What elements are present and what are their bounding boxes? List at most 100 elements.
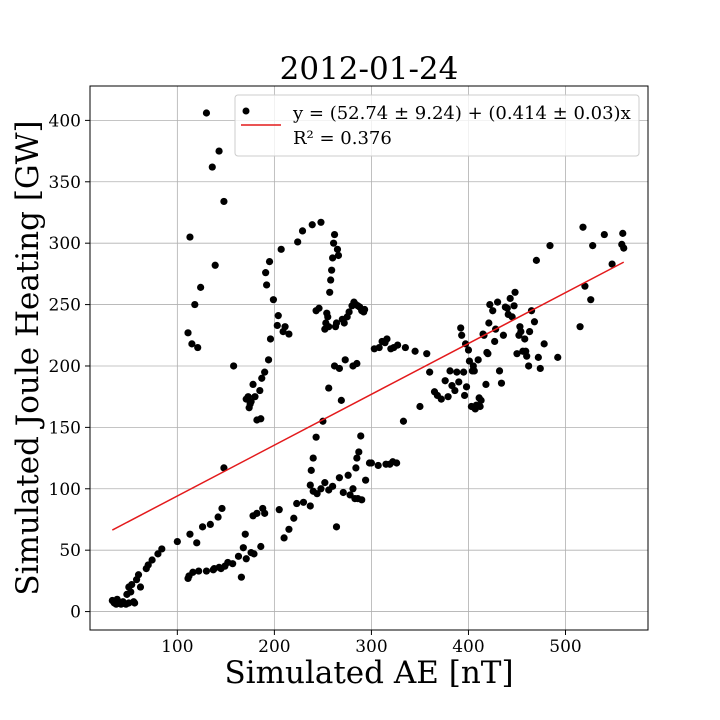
data-point bbox=[510, 302, 518, 310]
y-axis-ticks: 0 50 100 150 200 250 300 350 400 bbox=[49, 111, 90, 623]
data-point bbox=[491, 337, 499, 346]
data-point bbox=[426, 368, 434, 376]
legend-r2-label: R² = 0.376 bbox=[293, 128, 392, 149]
data-point bbox=[335, 474, 344, 482]
x-tick-label: 200 bbox=[258, 637, 290, 657]
data-point bbox=[294, 238, 302, 246]
data-point bbox=[275, 506, 283, 514]
data-point bbox=[375, 343, 383, 352]
data-point bbox=[256, 386, 264, 395]
data-point bbox=[523, 352, 531, 360]
data-point bbox=[306, 481, 314, 489]
data-point bbox=[353, 454, 361, 462]
data-point bbox=[341, 356, 349, 364]
data-point bbox=[345, 308, 353, 316]
data-point bbox=[202, 567, 211, 575]
data-point bbox=[332, 523, 341, 531]
data-point bbox=[362, 476, 370, 484]
data-point bbox=[250, 550, 258, 558]
data-point bbox=[239, 544, 247, 552]
data-point bbox=[317, 218, 325, 226]
data-point bbox=[229, 560, 237, 568]
data-point bbox=[211, 261, 219, 269]
data-point bbox=[307, 466, 315, 474]
x-tick-label: 500 bbox=[549, 637, 581, 657]
plot-area-frame bbox=[89, 85, 649, 631]
data-point bbox=[251, 393, 259, 401]
data-point bbox=[608, 260, 616, 268]
data-point bbox=[262, 269, 270, 277]
data-point bbox=[600, 230, 608, 239]
data-point bbox=[476, 402, 484, 411]
data-point bbox=[455, 378, 463, 386]
y-tick-label: 50 bbox=[59, 541, 81, 561]
data-point bbox=[460, 391, 469, 400]
data-point bbox=[340, 319, 348, 327]
data-point bbox=[214, 513, 222, 521]
fit-line bbox=[111, 261, 625, 531]
y-tick-label: 0 bbox=[70, 603, 81, 623]
data-point bbox=[337, 396, 345, 404]
data-point bbox=[195, 567, 203, 575]
data-point bbox=[127, 588, 135, 596]
data-point bbox=[220, 197, 228, 206]
data-points bbox=[108, 109, 628, 608]
data-point bbox=[328, 266, 336, 274]
data-point bbox=[154, 550, 162, 558]
data-point bbox=[399, 417, 408, 425]
data-point bbox=[261, 368, 269, 376]
data-point bbox=[534, 353, 542, 361]
data-point bbox=[536, 364, 544, 373]
data-point bbox=[357, 432, 365, 440]
data-point bbox=[144, 561, 152, 569]
legend: y = (52.74 ± 9.24) + (0.414 ± 0.03)x R² … bbox=[234, 94, 640, 157]
data-point bbox=[576, 323, 584, 331]
data-point bbox=[257, 542, 265, 551]
data-point bbox=[266, 335, 275, 343]
data-point bbox=[437, 395, 445, 403]
data-point bbox=[202, 109, 211, 117]
data-point bbox=[334, 251, 343, 260]
y-tick-label: 100 bbox=[49, 480, 81, 500]
y-tick-label: 200 bbox=[49, 357, 81, 377]
data-point bbox=[308, 221, 316, 229]
data-point bbox=[186, 233, 194, 241]
data-point bbox=[237, 573, 245, 581]
data-point bbox=[540, 340, 548, 348]
data-point bbox=[189, 568, 197, 576]
data-point bbox=[281, 323, 289, 331]
data-point bbox=[325, 384, 333, 392]
data-point bbox=[503, 304, 511, 312]
data-point bbox=[446, 367, 454, 375]
data-point bbox=[261, 509, 269, 517]
data-point bbox=[349, 485, 357, 493]
data-point bbox=[513, 350, 521, 358]
data-point bbox=[511, 288, 519, 296]
data-point bbox=[264, 356, 273, 364]
y-tick-label: 350 bbox=[49, 173, 81, 193]
data-point bbox=[453, 368, 461, 376]
data-point bbox=[352, 464, 360, 472]
data-point bbox=[464, 346, 473, 354]
data-point bbox=[499, 331, 508, 339]
data-point bbox=[329, 239, 338, 247]
data-point bbox=[173, 537, 181, 546]
data-point bbox=[299, 498, 308, 506]
data-point bbox=[530, 318, 539, 326]
data-point bbox=[290, 514, 298, 522]
data-point bbox=[158, 545, 166, 553]
data-point bbox=[293, 499, 301, 508]
data-point bbox=[215, 147, 223, 155]
legend-fit-label: y = (52.74 ± 9.24) + (0.414 ± 0.03)x bbox=[292, 103, 631, 124]
data-point bbox=[191, 300, 199, 309]
data-point bbox=[401, 343, 409, 352]
data-point bbox=[315, 304, 323, 312]
data-point bbox=[508, 313, 516, 321]
data-point bbox=[327, 276, 335, 284]
x-axis-label: Simulated AE [nT] bbox=[224, 655, 513, 691]
data-point bbox=[277, 245, 285, 253]
data-point bbox=[247, 397, 255, 406]
data-point bbox=[253, 509, 261, 517]
data-point bbox=[324, 313, 332, 321]
data-point bbox=[587, 296, 595, 304]
